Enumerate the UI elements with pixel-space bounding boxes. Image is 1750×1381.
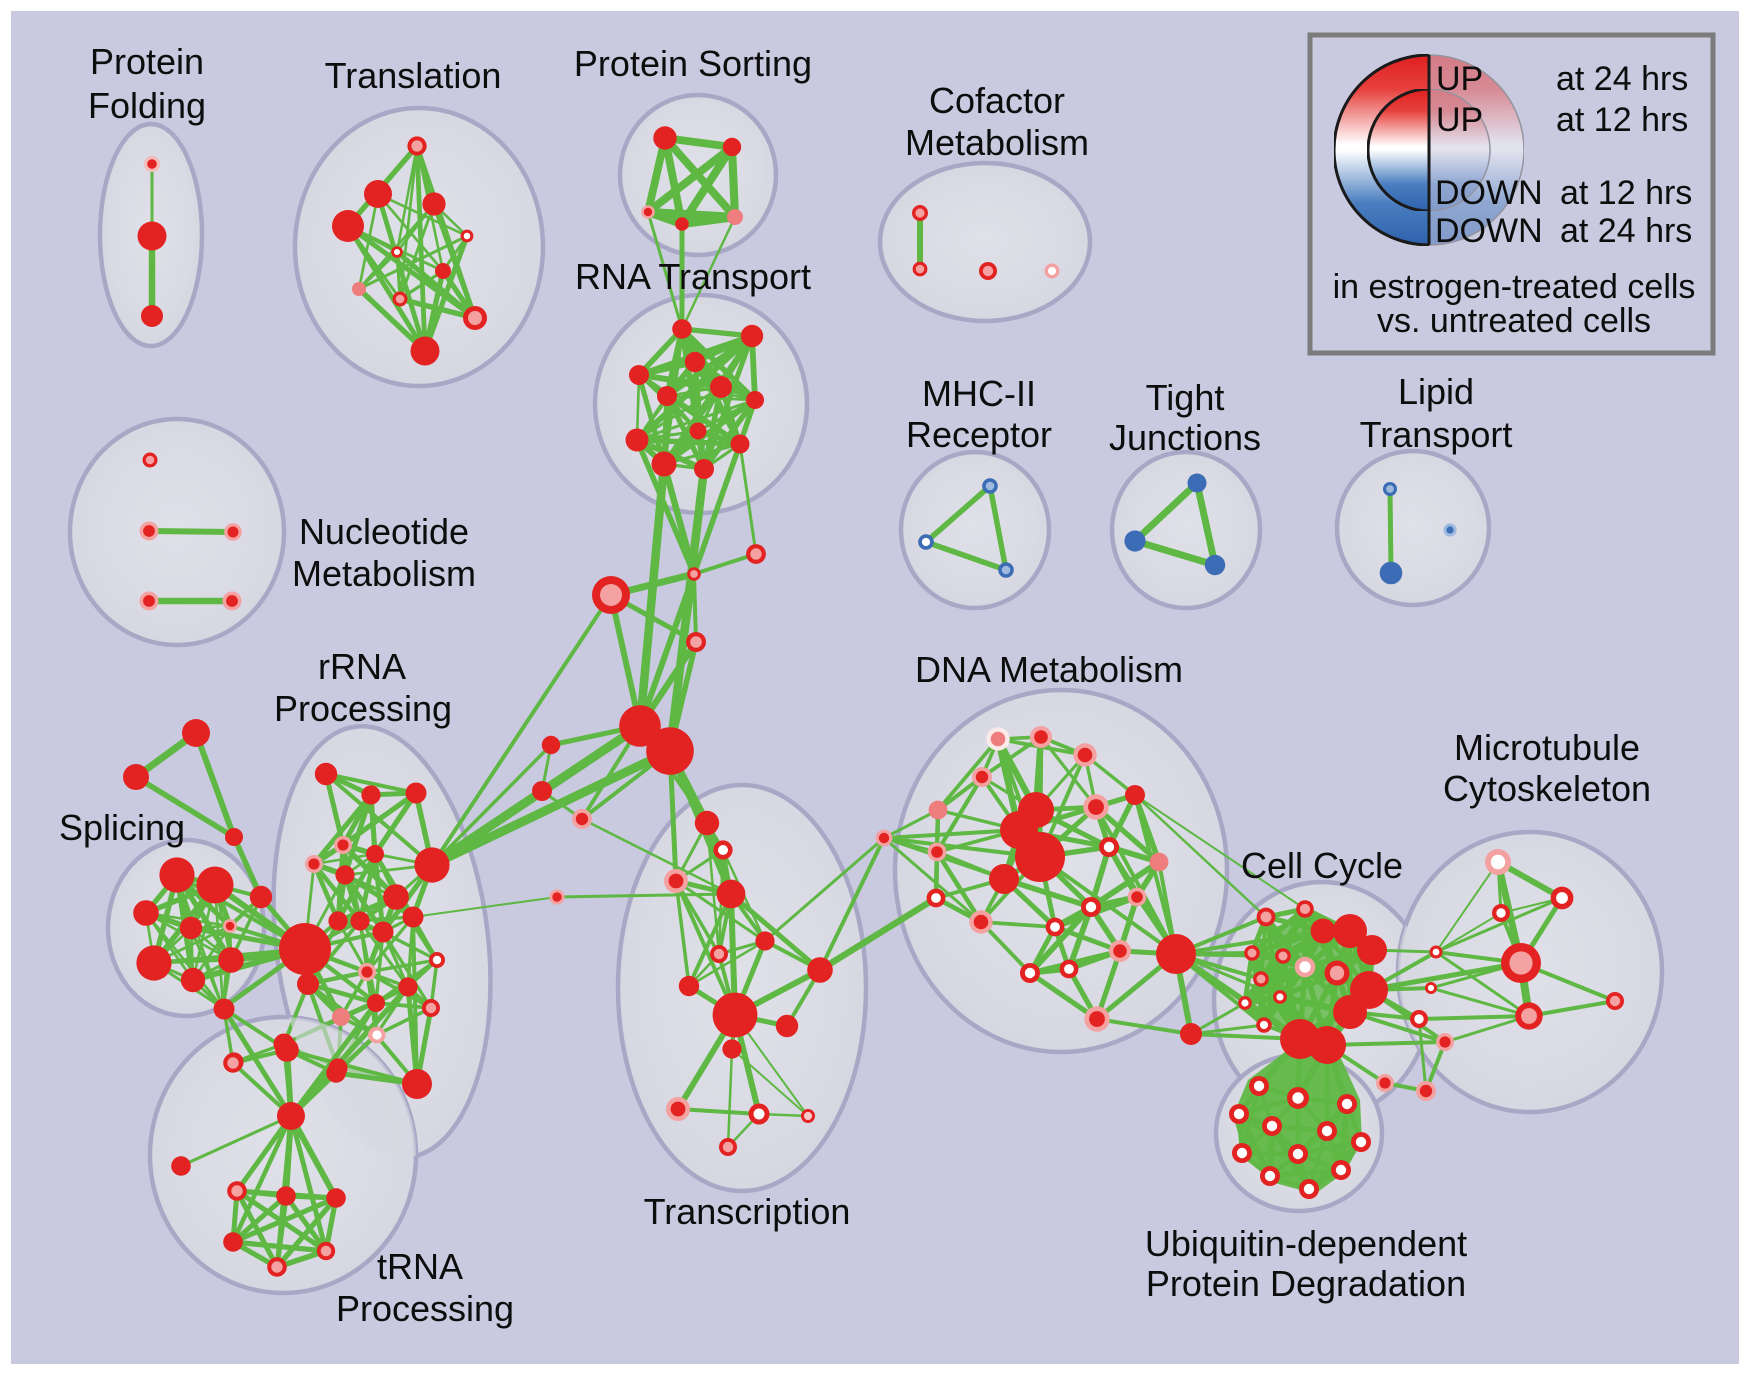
svg-text:Protein: Protein <box>90 41 204 82</box>
svg-text:Microtubule: Microtubule <box>1454 727 1640 768</box>
svg-text:Cell Cycle: Cell Cycle <box>1241 845 1403 886</box>
svg-text:Metabolism: Metabolism <box>905 122 1089 163</box>
svg-text:Nucleotide: Nucleotide <box>299 511 469 552</box>
svg-text:in estrogen-treated cells: in estrogen-treated cells <box>1333 268 1696 306</box>
svg-text:vs. untreated cells: vs. untreated cells <box>1377 302 1651 340</box>
svg-text:Translation: Translation <box>325 55 502 96</box>
svg-text:at 12 hrs: at 12 hrs <box>1556 101 1688 139</box>
svg-text:DOWN: DOWN <box>1435 212 1543 250</box>
svg-text:MHC-II: MHC-II <box>922 373 1036 414</box>
svg-text:Processing: Processing <box>336 1288 514 1329</box>
svg-text:rRNA: rRNA <box>318 646 406 687</box>
svg-text:DNA Metabolism: DNA Metabolism <box>915 649 1183 690</box>
svg-text:Metabolism: Metabolism <box>292 553 476 594</box>
svg-text:at 24 hrs: at 24 hrs <box>1556 60 1688 98</box>
svg-text:Processing: Processing <box>274 688 452 729</box>
svg-text:Protein Sorting: Protein Sorting <box>574 43 812 84</box>
svg-text:Junctions: Junctions <box>1109 417 1261 458</box>
svg-text:Cytoskeleton: Cytoskeleton <box>1443 768 1651 809</box>
svg-text:Receptor: Receptor <box>906 414 1052 455</box>
svg-text:at 24 hrs: at 24 hrs <box>1560 212 1692 250</box>
svg-text:at 12 hrs: at 12 hrs <box>1560 174 1692 212</box>
svg-text:DOWN: DOWN <box>1435 174 1543 212</box>
svg-text:Folding: Folding <box>88 85 206 126</box>
svg-text:Protein Degradation: Protein Degradation <box>1146 1263 1466 1304</box>
svg-text:Transcription: Transcription <box>644 1191 851 1232</box>
svg-text:Tight: Tight <box>1146 377 1225 418</box>
svg-text:Cofactor: Cofactor <box>929 80 1065 121</box>
svg-text:Ubiquitin-dependent: Ubiquitin-dependent <box>1145 1223 1467 1264</box>
svg-text:Splicing: Splicing <box>59 807 185 848</box>
svg-text:UP: UP <box>1436 60 1483 98</box>
svg-text:tRNA: tRNA <box>377 1246 463 1287</box>
svg-text:Lipid: Lipid <box>1398 371 1474 412</box>
svg-text:RNA Transport: RNA Transport <box>575 256 811 297</box>
svg-text:UP: UP <box>1436 101 1483 139</box>
svg-text:Transport: Transport <box>1360 414 1513 455</box>
